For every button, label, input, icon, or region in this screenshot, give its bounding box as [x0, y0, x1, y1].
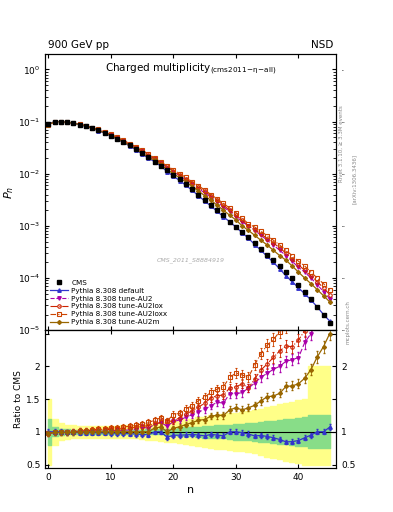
- Text: Charged multiplicity$_{\mathsf{(cms2011\!-\!\eta\!-\!all)}}$: Charged multiplicity$_{\mathsf{(cms2011\…: [105, 62, 276, 77]
- Text: NSD: NSD: [311, 39, 333, 50]
- Y-axis label: Ratio to CMS: Ratio to CMS: [14, 370, 23, 429]
- Legend: CMS, Pythia 8.308 default, Pythia 8.308 tune-AU2, Pythia 8.308 tune-AU2lox, Pyth: CMS, Pythia 8.308 default, Pythia 8.308 …: [49, 279, 169, 327]
- Text: CMS_2011_S8884919: CMS_2011_S8884919: [156, 257, 225, 263]
- Text: mcplots.cern.ch: mcplots.cern.ch: [345, 301, 350, 345]
- X-axis label: n: n: [187, 485, 194, 495]
- Text: Rivet 3.1.10, ≥ 3.3M events: Rivet 3.1.10, ≥ 3.3M events: [339, 105, 344, 182]
- Text: 900 GeV pp: 900 GeV pp: [48, 39, 109, 50]
- Y-axis label: $P_n$: $P_n$: [3, 185, 17, 199]
- Text: [arXiv:1306.3436]: [arXiv:1306.3436]: [352, 154, 357, 204]
